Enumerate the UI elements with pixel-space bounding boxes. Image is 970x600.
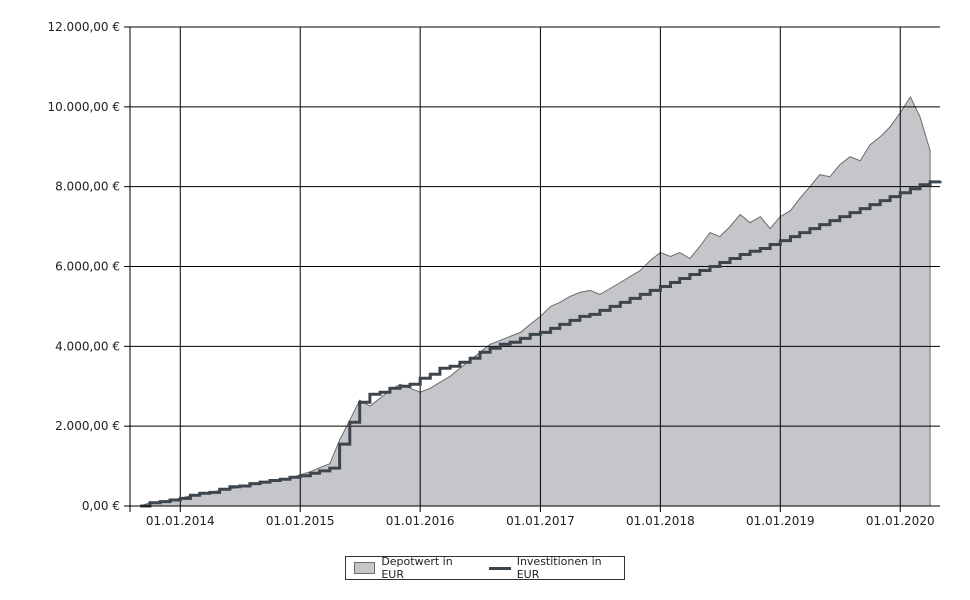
series-investitionen-line bbox=[140, 180, 942, 508]
y-tick-label-0: 0,00 € bbox=[82, 499, 120, 513]
y-tick-label-6: 12.000,00 € bbox=[47, 20, 120, 34]
y-tick-label-2: 4.000,00 € bbox=[55, 339, 120, 353]
legend-item-investitionen: Investitionen in EUR bbox=[489, 555, 624, 581]
y-tick-label-5: 10.000,00 € bbox=[47, 100, 120, 114]
legend-item-depotwert: Depotwert in EUR bbox=[354, 555, 475, 581]
legend-swatch-depotwert bbox=[354, 562, 376, 574]
x-tick-label-1: 01.01.2015 bbox=[266, 514, 335, 528]
y-tick-label-3: 6.000,00 € bbox=[55, 260, 120, 274]
series-depotwert-area bbox=[140, 95, 931, 507]
axes-layer: 0,00 € 2.000,00 € 4.000,00 € 6.000,00 € 8.00… bbox=[47, 20, 940, 528]
legend-label-investitionen: Investitionen in EUR bbox=[516, 555, 602, 581]
x-tick-label-6: 01.01.2020 bbox=[866, 514, 935, 528]
area-layer bbox=[140, 95, 931, 507]
x-tick-label-5: 01.01.2019 bbox=[746, 514, 815, 528]
x-tick-label-2: 01.01.2016 bbox=[386, 514, 455, 528]
legend: Depotwert in EUR Investitionen in EUR bbox=[345, 555, 625, 581]
y-tick-label-4: 8.000,00 € bbox=[55, 180, 120, 194]
x-tick-label-3: 01.01.2017 bbox=[506, 514, 575, 528]
line-layer bbox=[140, 180, 942, 508]
x-tick-label-4: 01.01.2018 bbox=[626, 514, 695, 528]
x-tick-label-0: 01.01.2014 bbox=[146, 514, 215, 528]
legend-label-depotwert: Depotwert in EUR bbox=[381, 555, 453, 581]
legend-swatch-investitionen bbox=[489, 566, 511, 570]
grid-layer bbox=[130, 26, 940, 507]
y-tick-label-1: 2.000,00 € bbox=[55, 419, 120, 433]
